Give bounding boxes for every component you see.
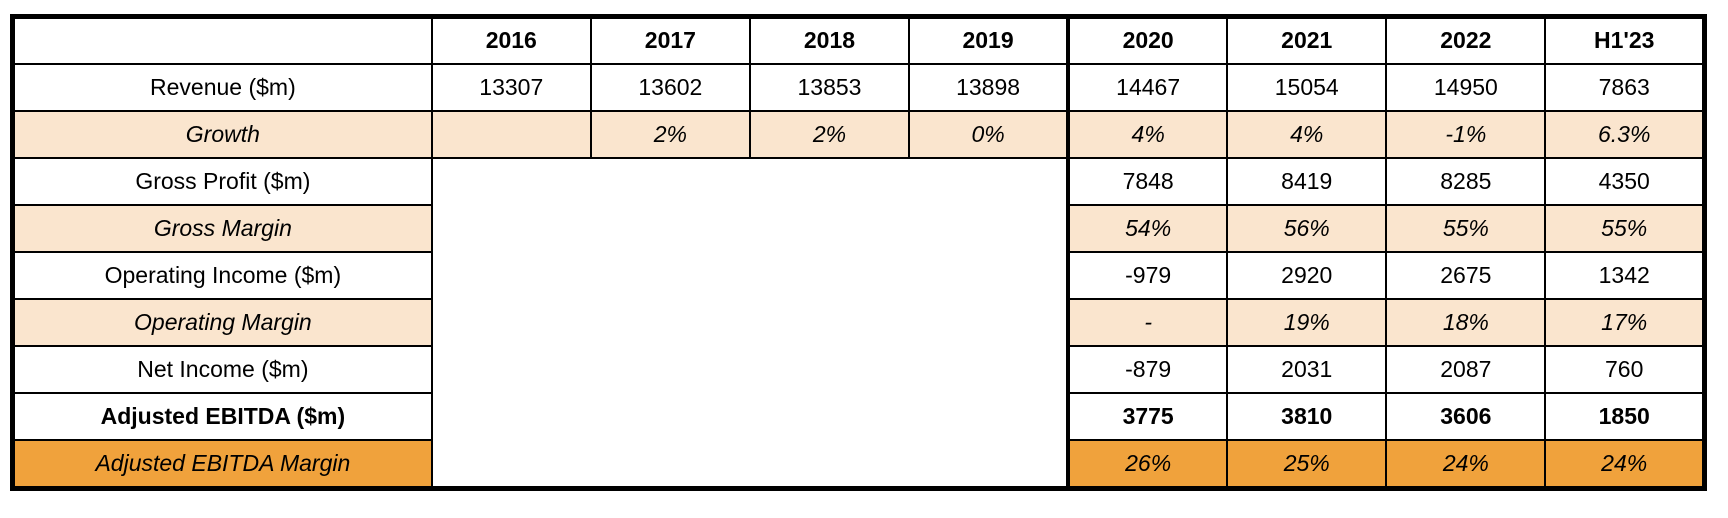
column-header-2018: 2018	[748, 15, 911, 65]
table-row-growth: Growth 2% 2% 0% 4% 4% -1% 6.3%	[11, 110, 1706, 159]
column-header-2017: 2017	[589, 15, 751, 65]
row-label-revenue: Revenue ($m)	[11, 63, 433, 112]
cell-gross-margin-2020: 54%	[1066, 204, 1229, 253]
cell-adj-ebitda-h123: 1850	[1544, 392, 1706, 441]
cell-gross-margin-2021: 56%	[1226, 204, 1388, 253]
column-header-2022: 2022	[1385, 15, 1547, 65]
cell-net-income-2020: -879	[1066, 345, 1229, 394]
table-row-gross-margin: Gross Margin 54% 56% 55% 55%	[11, 204, 1706, 253]
row-label-gross-margin: Gross Margin	[11, 204, 433, 253]
cell-operating-income-2020: -979	[1066, 251, 1229, 300]
cell-net-income-2022: 2087	[1385, 345, 1547, 394]
row-label-net-income: Net Income ($m)	[11, 345, 433, 394]
financials-table: 2016 2017 2018 2019 2020 2021 2022 H1'23…	[10, 14, 1707, 491]
cell-revenue-2018: 13853	[748, 63, 911, 112]
cell-growth-2017: 2%	[589, 110, 751, 159]
column-header-2020: 2020	[1066, 15, 1229, 65]
row-label-adj-ebitda-margin: Adjusted EBITDA Margin	[11, 439, 433, 490]
cell-adj-ebitda-2020: 3775	[1066, 392, 1229, 441]
financials-table-container: 2016 2017 2018 2019 2020 2021 2022 H1'23…	[10, 14, 1707, 491]
column-header-h123: H1'23	[1544, 15, 1706, 65]
cell-operating-income-2021: 2920	[1226, 251, 1388, 300]
cell-revenue-2016: 13307	[430, 63, 592, 112]
cell-gross-profit-2022: 8285	[1385, 157, 1547, 206]
cell-operating-income-2022: 2675	[1385, 251, 1547, 300]
row-label-growth: Growth	[11, 110, 433, 159]
cell-operating-margin-2021: 19%	[1226, 298, 1388, 347]
cell-gross-margin-h123: 55%	[1544, 204, 1706, 253]
cell-gross-profit-2021: 8419	[1226, 157, 1388, 206]
cell-gross-profit-2020: 7848	[1066, 157, 1229, 206]
cell-growth-2020: 4%	[1066, 110, 1229, 159]
cell-adj-ebitda-margin-2022: 24%	[1385, 439, 1547, 490]
cell-adj-ebitda-2022: 3606	[1385, 392, 1547, 441]
cell-adj-ebitda-margin-h123: 24%	[1544, 439, 1706, 490]
table-row-adj-ebitda: Adjusted EBITDA ($m) 3775 3810 3606 1850	[11, 392, 1706, 441]
cell-growth-2018: 2%	[748, 110, 911, 159]
cell-net-income-h123: 760	[1544, 345, 1706, 394]
cell-revenue-2021: 15054	[1226, 63, 1388, 112]
cell-operating-income-h123: 1342	[1544, 251, 1706, 300]
cell-operating-margin-2022: 18%	[1385, 298, 1547, 347]
cell-net-income-2021: 2031	[1226, 345, 1388, 394]
cell-revenue-2020: 14467	[1066, 63, 1229, 112]
cell-adj-ebitda-margin-2020: 26%	[1066, 439, 1229, 490]
cell-operating-margin-h123: 17%	[1544, 298, 1706, 347]
table-row-gross-profit: Gross Profit ($m) 7848 8419 8285 4350	[11, 157, 1706, 490]
merged-empty-region	[430, 157, 1070, 490]
table-row-operating-margin: Operating Margin - 19% 18% 17%	[11, 298, 1706, 347]
cell-revenue-h123: 7863	[1544, 63, 1706, 112]
cell-operating-margin-2020: -	[1066, 298, 1229, 347]
cell-growth-2019: 0%	[908, 110, 1070, 159]
cell-revenue-2019: 13898	[908, 63, 1070, 112]
cell-growth-2022: -1%	[1385, 110, 1547, 159]
corner-cell	[11, 15, 433, 65]
cell-gross-margin-2022: 55%	[1385, 204, 1547, 253]
row-label-operating-income: Operating Income ($m)	[11, 251, 433, 300]
column-header-2016: 2016	[430, 15, 592, 65]
cell-growth-2021: 4%	[1226, 110, 1388, 159]
cell-gross-profit-h123: 4350	[1544, 157, 1706, 206]
table-row-adj-ebitda-margin: Adjusted EBITDA Margin 26% 25% 24% 24%	[11, 439, 1706, 490]
table-row-revenue: Revenue ($m) 13307 13602 13853 13898 144…	[11, 63, 1706, 112]
column-header-2021: 2021	[1226, 15, 1388, 65]
cell-growth-h123: 6.3%	[1544, 110, 1706, 159]
cell-growth-2016	[430, 110, 592, 159]
row-label-adj-ebitda: Adjusted EBITDA ($m)	[11, 392, 433, 441]
row-label-operating-margin: Operating Margin	[11, 298, 433, 347]
cell-revenue-2022: 14950	[1385, 63, 1547, 112]
cell-adj-ebitda-margin-2021: 25%	[1226, 439, 1388, 490]
column-header-2019: 2019	[908, 15, 1070, 65]
cell-adj-ebitda-2021: 3810	[1226, 392, 1388, 441]
header-row: 2016 2017 2018 2019 2020 2021 2022 H1'23	[11, 15, 1706, 65]
cell-revenue-2017: 13602	[589, 63, 751, 112]
table-row-operating-income: Operating Income ($m) -979 2920 2675 134…	[11, 251, 1706, 300]
table-row-net-income: Net Income ($m) -879 2031 2087 760	[11, 345, 1706, 394]
row-label-gross-profit: Gross Profit ($m)	[11, 157, 433, 206]
